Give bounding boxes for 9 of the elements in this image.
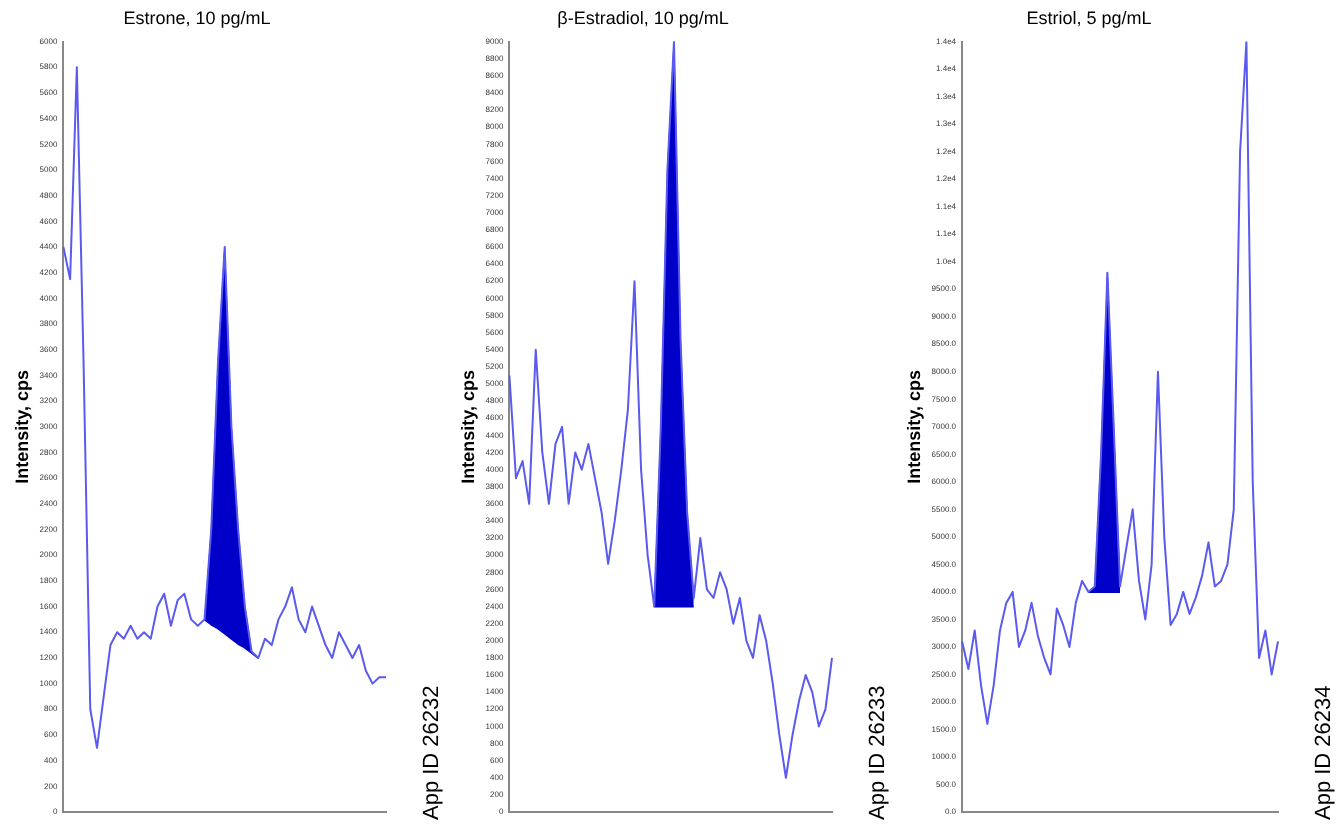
text: App ID 26234 — [1312, 685, 1337, 820]
text: App ID 26232 — [420, 685, 445, 820]
y-axis-title: Intensity, cps — [457, 369, 478, 484]
y-axis-title: Intensity, cps — [11, 369, 32, 484]
chart-title: Estriol, 5 pg/mL — [1026, 7, 1152, 28]
text: App ID 26233 — [866, 685, 891, 820]
chart-title: β-Estradiol, 10 pg/mL — [557, 7, 729, 28]
chart-title: Estrone, 10 pg/mL — [123, 7, 271, 28]
y-axis-title: Intensity, cps — [903, 369, 924, 484]
